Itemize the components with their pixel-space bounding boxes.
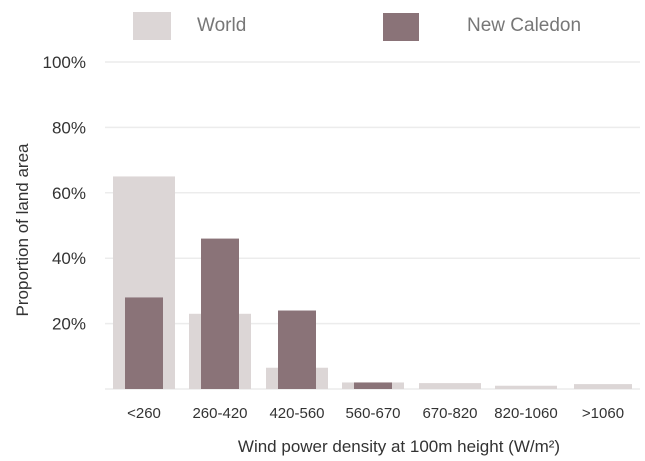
y-tick-label: 60% [52,184,86,203]
bar-new-caledon [201,238,239,389]
legend-swatch-world [133,12,171,40]
y-tick-label: 80% [52,118,86,137]
x-tick-label: >1060 [582,405,624,422]
bars [113,176,632,389]
bar-new-caledon [354,382,392,389]
legend-label-world: World [197,15,246,36]
x-tick-label: 420-560 [269,405,324,422]
gridlines [105,61,640,390]
x-tick-label: 260-420 [192,405,247,422]
x-tick-label: 670-820 [422,405,477,422]
bar-new-caledon [125,297,163,389]
x-tick-label: 820-1060 [494,405,557,422]
legend-swatch-new-caledon [383,13,419,41]
bar-world [574,384,632,389]
x-axis-ticks: <260 260-420 420-560 560-670 670-820 820-1060… [127,405,624,422]
x-axis-label: Wind power density at 100m height (W/m²) [238,437,560,456]
bar-new-caledon [278,310,316,389]
legend-label-new-caledon: New Caledon [467,15,581,36]
bar-world [495,385,557,389]
y-axis-label: Proportion of land area [13,143,32,316]
x-tick-label: <260 [127,405,161,422]
x-tick-label: 560-670 [345,405,400,422]
legend: World New Caledon [133,12,581,41]
y-axis-ticks: 100% 80% 60% 40% 20% [43,53,86,334]
y-tick-label: 40% [52,249,86,268]
bar-world [419,383,481,389]
y-tick-label: 100% [43,53,86,72]
y-tick-label: 20% [52,315,86,334]
